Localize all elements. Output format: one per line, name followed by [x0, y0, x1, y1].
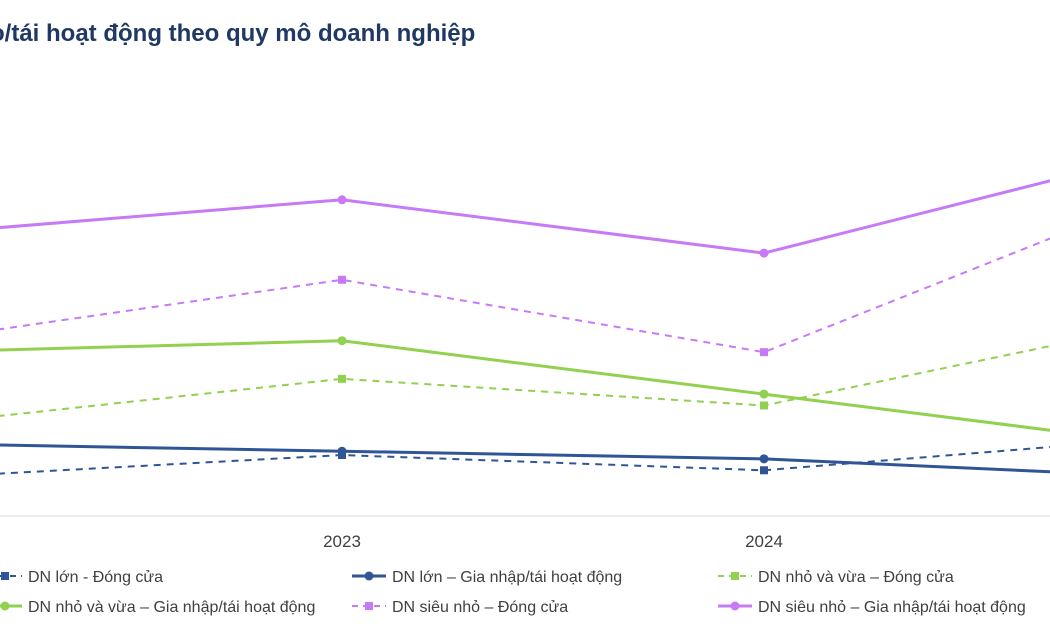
series-line [0, 179, 1050, 255]
data-point [759, 389, 769, 399]
data-point [337, 446, 347, 456]
series-line [0, 339, 1050, 432]
legend-label: DN nhỏ và vừa – Đóng cửa [758, 569, 954, 586]
data-point [337, 195, 347, 205]
legend-marker [0, 601, 10, 611]
series-2 [0, 345, 1050, 417]
data-point [760, 466, 768, 475]
legend-label: DN lớn – Gia nhập/tái hoạt động [392, 569, 622, 586]
legend-marker [1, 572, 9, 580]
data-point [759, 248, 769, 258]
data-point [338, 275, 346, 284]
legend-item: DN siêu nhỏ – Đóng cửa [352, 599, 568, 616]
legend-label: DN siêu nhỏ – Đóng cửa [392, 599, 568, 616]
legend: DN lớn - Đóng cửa DN lớn – Gia nhập/tái h… [0, 569, 1026, 616]
legend-item: DN nhỏ và vừa – Đóng cửa [718, 569, 954, 586]
legend-item: DN nhỏ và vừa – Gia nhập/tái hoạt động [0, 599, 315, 616]
legend-marker [730, 601, 740, 611]
legend-label: DN lớn - Đóng cửa [28, 569, 163, 586]
legend-marker [365, 602, 373, 610]
legend-item: DN siêu nhỏ – Gia nhập/tái hoạt động [718, 599, 1026, 616]
legend-label: DN siêu nhỏ – Gia nhập/tái hoạt động [758, 599, 1026, 616]
data-point [760, 401, 768, 410]
series-line [0, 237, 1050, 354]
legend-item: DN lớn – Gia nhập/tái hoạt động [352, 569, 622, 586]
chart-title: o/tái hoạt động theo quy mô doanh nghiệp [0, 20, 476, 47]
data-point [337, 336, 347, 346]
legend-marker [731, 572, 739, 580]
series-4 [0, 237, 1050, 357]
legend-label: DN nhỏ và vừa – Gia nhập/tái hoạt động [28, 599, 315, 616]
legend-marker [364, 571, 374, 581]
data-point [338, 374, 346, 383]
data-point [759, 454, 769, 464]
series-1 [0, 443, 1050, 474]
series-line [0, 446, 1050, 475]
series-5 [0, 179, 1050, 258]
x-tick-label: 2023 [323, 532, 361, 551]
series-3 [0, 336, 1050, 432]
data-point [760, 348, 768, 357]
series-line [0, 345, 1050, 417]
series-line [0, 443, 1050, 474]
x-tick-label: 2024 [745, 532, 783, 551]
legend-item: DN lớn - Đóng cửa [0, 569, 163, 586]
series-layer [0, 179, 1050, 475]
series-0 [0, 446, 1050, 475]
x-axis-ticks: 2023 2024 [323, 532, 783, 551]
